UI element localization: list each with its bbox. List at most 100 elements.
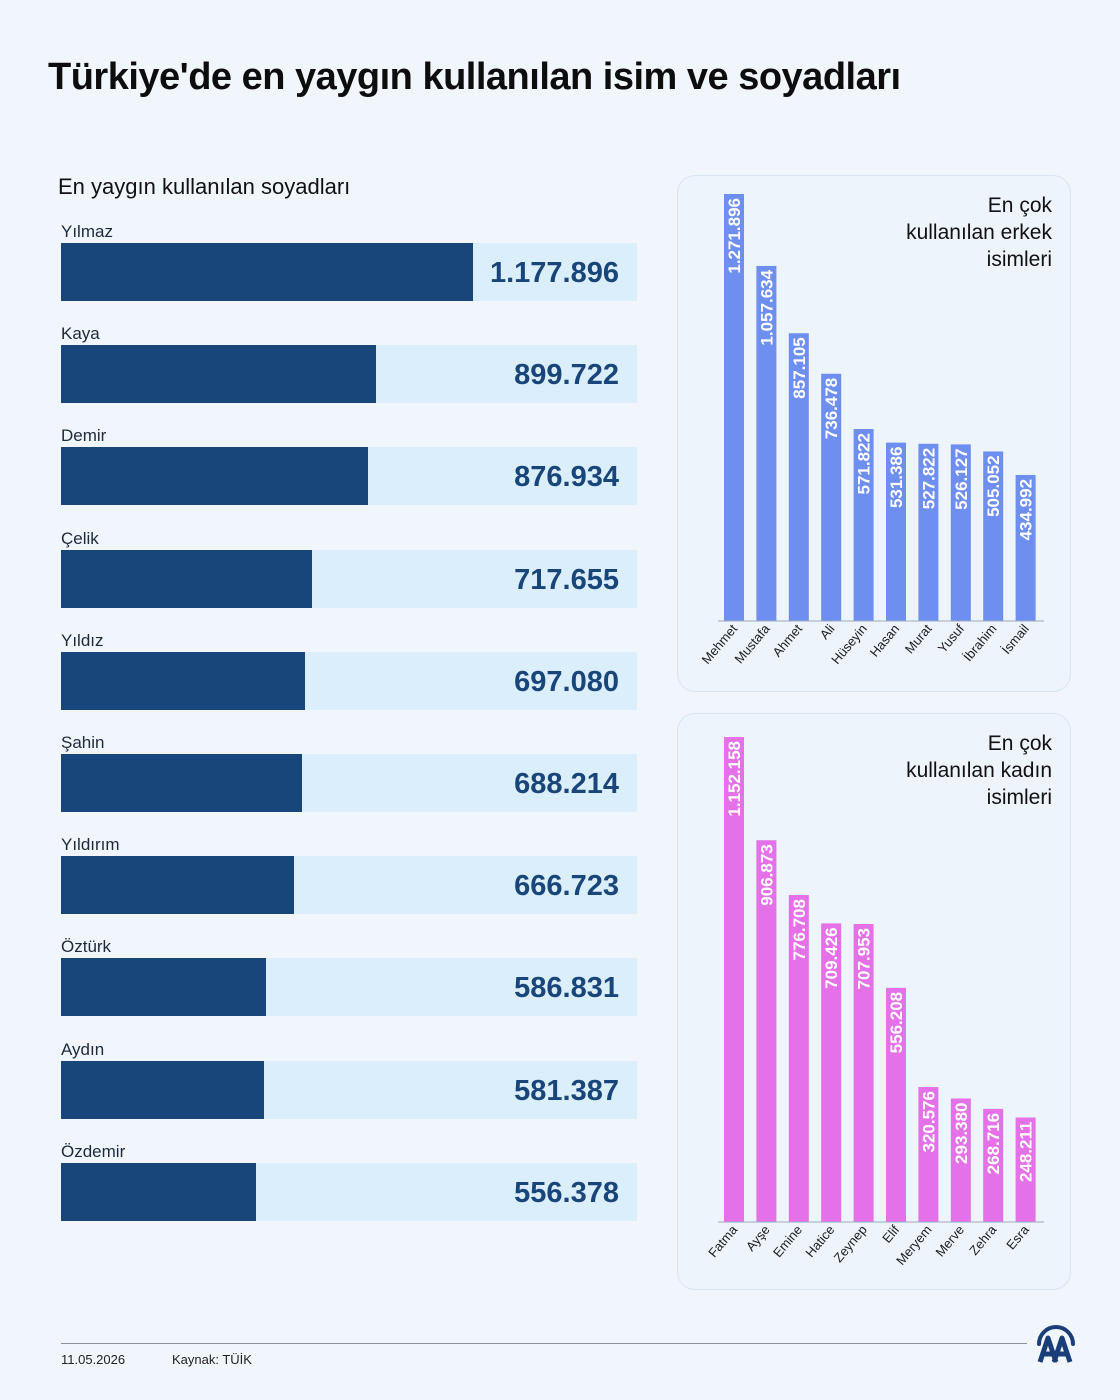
- female-title-line: kullanılan kadın: [906, 759, 1052, 782]
- male-title-line: kullanılan erkek: [906, 221, 1052, 244]
- female-category-label: Zeynep: [831, 1222, 870, 1265]
- surname-value-label: 688.214: [514, 768, 619, 800]
- female-bar: [821, 923, 842, 1222]
- aa-logo-icon: [1037, 1325, 1075, 1363]
- female-bar: [788, 895, 809, 1222]
- surname-bar: [61, 1162, 256, 1221]
- surname-bar-track: 899.722: [61, 345, 637, 404]
- female-value-label: 268.716: [984, 1113, 1003, 1174]
- female-bar: [983, 1108, 1004, 1222]
- surname-bar: [61, 549, 313, 608]
- female-category-label: Zehra: [966, 1222, 1000, 1258]
- female-bar: [950, 1098, 971, 1222]
- male-bar: [983, 451, 1004, 621]
- surname-label: Kaya: [61, 324, 100, 344]
- female-bar: [886, 987, 906, 1222]
- male-value-label: 857.105: [790, 337, 809, 398]
- surname-bar-track: 688.214: [61, 754, 637, 812]
- surname-value-label: 697.080: [514, 665, 619, 698]
- female-bar: [724, 737, 744, 1222]
- male-category-label: Mustafa: [731, 621, 773, 667]
- female-value-label: 248.211: [1017, 1122, 1036, 1183]
- aa-logo: AA: [1034, 1324, 1078, 1364]
- male-chart-title: En çok kullanılan erkek isimleri: [812, 192, 1052, 273]
- surname-row: Aydın 581.387: [61, 1040, 637, 1122]
- male-value-label: 505.052: [984, 455, 1003, 516]
- surname-bar-track: 1.177.896: [61, 243, 637, 301]
- surname-label: Öztürk: [61, 937, 112, 957]
- female-category-label: Elif: [879, 1222, 902, 1246]
- female-value-label: 707.953: [855, 928, 874, 989]
- male-names-panel: En çok kullanılan erkek isimleri 1.271.8…: [677, 175, 1071, 692]
- surname-value-label: 581.387: [514, 1074, 619, 1107]
- surname-bar: [61, 856, 295, 915]
- surname-bar-track: 581.387: [61, 1060, 637, 1119]
- male-bar: [724, 194, 744, 621]
- female-chart-title: En çok kullanılan kadın isimleri: [812, 730, 1052, 811]
- surname-bar: [61, 1060, 265, 1119]
- male-bar: [756, 265, 777, 621]
- surname-value-label: 586.831: [514, 972, 619, 1005]
- male-names-chart: 1.271.896Mehmet1.057.634Mustafa857.105Ah…: [699, 194, 1044, 667]
- surname-chart-title: En yaygın kullanılan soyadları: [58, 174, 351, 199]
- surname-row: Çelik 717.655: [61, 529, 637, 611]
- surname-bar-track: 556.378: [61, 1162, 637, 1221]
- male-bar: [886, 442, 906, 621]
- surname-row: Demir 876.934: [61, 426, 637, 508]
- surname-value-label: 1.177.896: [489, 257, 619, 289]
- male-category-label: Ahmet: [769, 621, 805, 660]
- surname-label: Aydın: [61, 1039, 105, 1059]
- female-names-chart: 1.152.158 Fatma 906.873 Ayşe 776.708 Emine 709…: [705, 737, 1044, 1268]
- male-category-label: Murat: [902, 621, 935, 656]
- female-category-label: Meryem: [893, 1222, 935, 1268]
- surname-bar-track: 697.080: [61, 651, 637, 710]
- male-bar: [853, 429, 874, 621]
- footer-date: 11.05.2026: [61, 1352, 126, 1367]
- surname-row: Kaya 899.722: [61, 324, 637, 406]
- surname-bar: [61, 958, 267, 1017]
- female-category-label: Esra: [1003, 1222, 1032, 1253]
- page-title: Türkiye'de en yaygın kullanılan isim ve …: [48, 56, 901, 98]
- surname-bar-track: 717.655: [61, 549, 637, 608]
- surname-bar: [61, 243, 473, 301]
- female-value-label: 709.426: [822, 927, 841, 988]
- male-value-label: 527.822: [919, 448, 938, 509]
- male-bar: [950, 444, 971, 621]
- surname-label: Özdemir: [61, 1141, 126, 1161]
- male-title-line: isimleri: [986, 248, 1052, 271]
- female-category-label: Merve: [932, 1222, 967, 1259]
- surname-bar-track: 586.831: [61, 958, 637, 1017]
- male-bar: [821, 373, 842, 621]
- male-category-label: Ali: [817, 621, 838, 642]
- male-value-label: 434.992: [1017, 479, 1036, 540]
- surname-label: Şahin: [61, 733, 105, 752]
- female-names-panel: En çok kullanılan kadın isimleri 1.152.1…: [677, 713, 1071, 1290]
- female-value-label: 320.576: [919, 1091, 938, 1152]
- female-title-line: En çok: [987, 732, 1052, 755]
- female-category-label: Fatma: [705, 1222, 741, 1260]
- female-value-label: 556.208: [887, 992, 906, 1053]
- surname-value-label: 556.378: [514, 1176, 619, 1209]
- surname-row: Şahin 688.214: [61, 733, 637, 815]
- footer-source: Kaynak: TÜİK: [172, 1352, 252, 1367]
- female-bar: [1015, 1117, 1036, 1222]
- surname-label: Yıldız: [61, 630, 104, 650]
- surname-label: Çelik: [61, 528, 99, 548]
- surname-bar-track: 666.723: [61, 856, 637, 915]
- male-category-label: İsmail: [999, 621, 1032, 657]
- female-value-label: 906.873: [757, 844, 776, 905]
- female-title-line: isimleri: [986, 786, 1052, 809]
- male-category-label: İbrahim: [960, 621, 999, 664]
- surname-bar: [61, 651, 305, 710]
- footer-divider: [61, 1343, 1027, 1344]
- female-bar: [853, 923, 874, 1222]
- female-bar: [756, 840, 777, 1222]
- surname-label: Yıldırım: [61, 835, 120, 855]
- male-value-label: 1.057.634: [757, 269, 776, 345]
- surname-value-label: 899.722: [514, 359, 619, 392]
- male-bar: [788, 333, 809, 621]
- female-value-label: 293.380: [952, 1103, 971, 1164]
- male-value-label: 1.271.896: [725, 198, 744, 274]
- surname-row: Öztürk 586.831: [61, 937, 637, 1019]
- male-value-label: 736.478: [822, 378, 841, 439]
